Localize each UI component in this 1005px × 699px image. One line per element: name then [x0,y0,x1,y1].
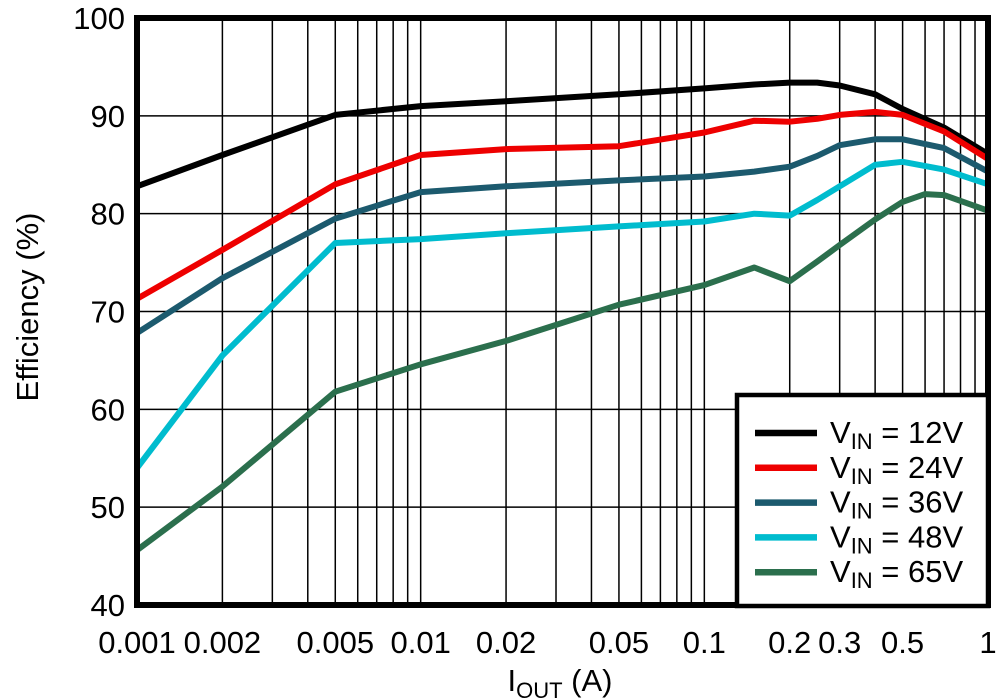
x-tick-label: 0.3 [818,625,861,660]
x-tick-label: 0.05 [589,625,649,660]
legend-item-vin-24v: VIN = 24V [755,450,963,489]
series-line-vin-24v [135,108,990,302]
x-tick-label: 0.1 [683,625,726,660]
y-axis-ticks: 40 50 60 70 80 90 100 [73,1,125,623]
x-tick-label: 0.02 [476,625,536,660]
x-tick-label: 0.01 [390,625,450,660]
x-axis-ticks: 0.001 0.002 0.005 0.01 0.02 0.05 0.1 0.2 0.3 0.5 1 [98,625,996,660]
legend-item-vin-12v: VIN = 12V [755,415,963,454]
legend-item-vin-48v: VIN = 48V [755,519,963,558]
y-tick-label: 50 [91,490,125,525]
x-tick-label: 1 [979,625,996,660]
legend-item-vin-65v: VIN = 65V [755,554,963,593]
legend-label: VIN = 24V [830,450,963,489]
series-line-vin-36v [135,136,990,336]
x-tick-label: 0.2 [768,625,811,660]
y-tick-label: 70 [91,295,125,330]
series-curves [134,79,990,553]
y-tick-label: 90 [91,99,125,134]
legend-item-vin-36v: VIN = 36V [755,485,963,524]
y-tick-label: 60 [91,392,125,427]
x-tick-label: 0.005 [296,625,374,660]
legend-label: VIN = 65V [830,554,963,593]
y-axis-label: Efficiency (%) [10,213,45,402]
x-tick-label: 0.5 [881,625,924,660]
x-axis-label: IOUT (A) [507,663,612,699]
legend-label: VIN = 48V [830,519,963,558]
legend-label: VIN = 36V [830,485,963,524]
series-line-vin-48v [134,158,989,470]
y-tick-label: 40 [91,588,125,623]
x-tick-label: 0.001 [98,625,176,660]
legend-label: VIN = 12V [830,415,963,454]
series-line-vin-12v [135,79,990,190]
plot-border [134,15,991,608]
y-tick-label: 100 [73,1,125,36]
series-line-vin-65v [135,191,990,553]
y-tick-label: 80 [91,197,125,232]
x-tick-label: 0.002 [184,625,262,660]
